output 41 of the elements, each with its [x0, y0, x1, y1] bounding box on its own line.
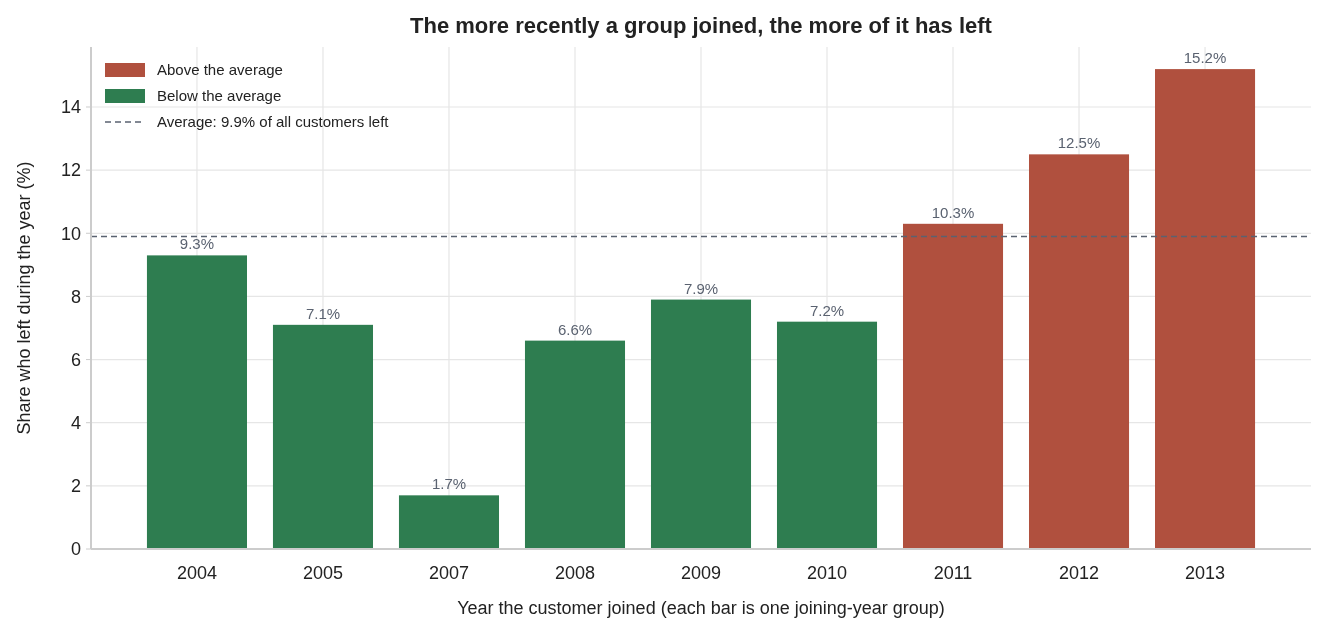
legend-label: Above the average [157, 61, 283, 79]
x-tick-label: 2005 [302, 563, 343, 583]
y-tick-label: 0 [70, 539, 81, 560]
x-tick-label: 2007 [428, 563, 470, 583]
bar [1029, 154, 1130, 549]
bar [776, 321, 878, 549]
y-axis-title: Share who left during the year (%) [14, 161, 34, 435]
x-tick-label: 2009 [680, 563, 722, 583]
bar [524, 340, 626, 549]
bar [1155, 69, 1256, 549]
y-tick-label: 8 [70, 286, 81, 307]
bar [650, 299, 752, 549]
x-tick-label: 2008 [554, 563, 596, 583]
legend-label: Average: 9.9% of all customers left [157, 113, 390, 131]
data-label: 6.6% [557, 320, 593, 338]
chart-title: The more recently a group joined, the more of it has left [410, 13, 993, 38]
data-label: 9.3% [179, 235, 215, 253]
bar [272, 324, 373, 549]
bar [398, 495, 500, 549]
data-label: 1.7% [431, 475, 467, 493]
data-label: 12.5% [1057, 134, 1101, 152]
y-tick-label: 4 [70, 413, 81, 434]
y-tick-label: 12 [60, 160, 81, 181]
y-tick-label: 6 [70, 349, 81, 370]
data-label: 7.1% [305, 304, 341, 322]
y-tick-label: 10 [60, 223, 81, 244]
bar [146, 255, 247, 549]
x-tick-label: 2013 [1185, 563, 1226, 583]
data-label: 10.3% [931, 203, 975, 221]
data-label: 7.2% [809, 301, 845, 319]
y-tick-label: 14 [60, 97, 81, 118]
x-tick-label: 2004 [176, 563, 217, 583]
data-label: 7.9% [683, 279, 719, 297]
data-label: 15.2% [1183, 49, 1227, 67]
y-tick-label: 2 [70, 476, 81, 497]
x-axis-title: Year the customer joined (each bar is one joining-year group) [457, 598, 945, 618]
x-tick-label: 2012 [1059, 563, 1100, 583]
x-tick-label: 2011 [933, 563, 973, 583]
legend-label: Below the average [157, 87, 282, 105]
bar [902, 223, 1004, 549]
x-tick-label: 2010 [806, 563, 848, 583]
